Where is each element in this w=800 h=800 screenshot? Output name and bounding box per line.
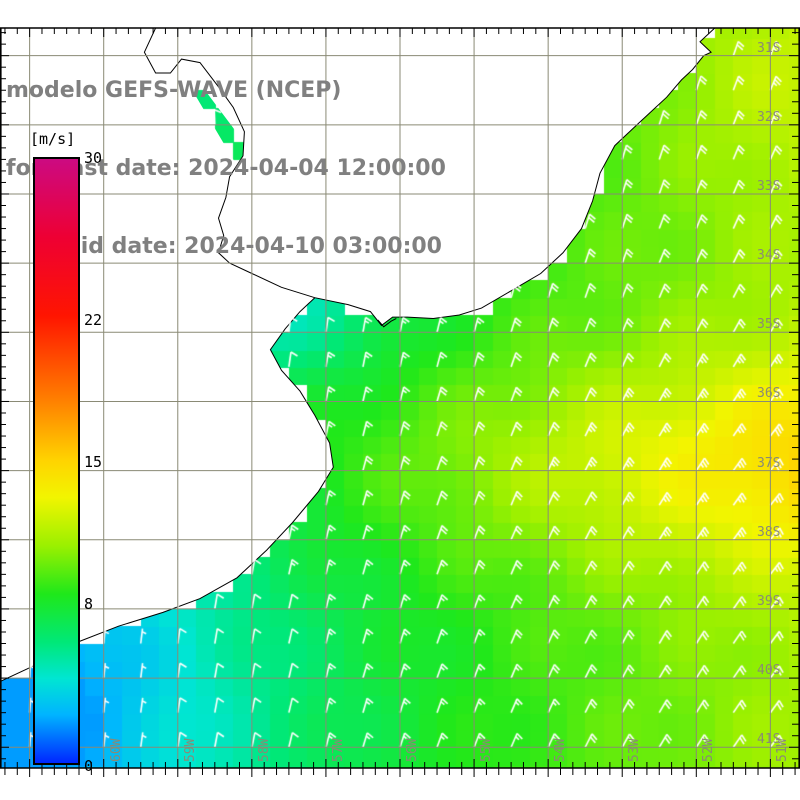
colorbar-units-label: [m/s] bbox=[30, 130, 76, 148]
colorbar-tick-8: 8 bbox=[84, 594, 94, 613]
lon-label-54W: 54W bbox=[553, 738, 569, 762]
lon-label-53W: 53W bbox=[627, 738, 643, 762]
lon-label-57W: 57W bbox=[330, 738, 346, 762]
lon-label-60W: 60W bbox=[108, 738, 124, 762]
lat-label-38S: 38S bbox=[757, 524, 781, 540]
lon-label-55W: 55W bbox=[479, 738, 495, 762]
lon-label-52W: 52W bbox=[701, 738, 717, 762]
colorbar-tick-22: 22 bbox=[84, 311, 103, 330]
lat-label-36S: 36S bbox=[757, 386, 781, 402]
lat-label-32S: 32S bbox=[757, 109, 781, 125]
lat-label-31S: 31S bbox=[757, 40, 781, 56]
lat-label-35S: 35S bbox=[757, 317, 781, 333]
lon-label-59W: 59W bbox=[182, 738, 198, 762]
lon-label-58W: 58W bbox=[256, 738, 272, 762]
lat-label-34S: 34S bbox=[757, 248, 781, 264]
graticule-overlay bbox=[0, 28, 800, 768]
colorbar-box bbox=[33, 157, 80, 765]
map-plot-area[interactable] bbox=[0, 28, 800, 768]
lon-label-56W: 56W bbox=[405, 738, 420, 762]
colorbar-tick-15: 15 bbox=[84, 453, 103, 471]
map-frame bbox=[0, 28, 800, 768]
lat-label-41S: 41S bbox=[757, 732, 781, 748]
lat-label-39S: 39S bbox=[757, 593, 781, 609]
lat-label-33S: 33S bbox=[757, 178, 781, 194]
colorbar-tick-0: 0 bbox=[84, 757, 94, 775]
lat-label-40S: 40S bbox=[757, 663, 781, 679]
colorbar-tick-30: 30 bbox=[84, 149, 103, 167]
colorbar-gradient bbox=[35, 159, 78, 763]
lat-label-37S: 37S bbox=[757, 455, 781, 471]
